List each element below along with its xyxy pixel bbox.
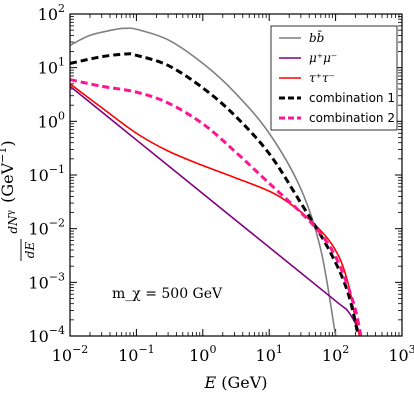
svg-text:dE: dE <box>23 242 37 259</box>
mass-annotation: m_χ = 500 GeV <box>112 286 223 302</box>
series-layer <box>70 27 363 336</box>
plot-frame <box>69 13 403 337</box>
legend-label: τ⁺τ⁻ <box>309 71 335 85</box>
y-tick-label: 10−2 <box>28 217 65 239</box>
series-line-5 <box>70 78 363 336</box>
y-tick-label: 101 <box>38 56 65 78</box>
series-line-4 <box>70 52 360 336</box>
svg-text:dNγ (GeV−1): dNγ (GeV−1) <box>0 140 20 233</box>
y-tick-label: 10−1 <box>28 163 65 185</box>
y-tick-labels: 10−4 10−3 10−2 10−1 100 101 102 <box>28 2 65 346</box>
x-tick-label: 103 <box>388 343 414 365</box>
legend-label: combination 2 <box>309 111 395 125</box>
legend-items: bb̄ μ⁺μ⁻ τ⁺τ⁻ combination 1 combination 2 <box>279 29 395 125</box>
series-line-3 <box>70 83 361 336</box>
legend-label: bb̄ <box>309 29 324 45</box>
x-tick-label: 10−2 <box>52 343 89 365</box>
x-tick-labels: 10−2 10−1 100 101 102 103 <box>52 343 414 365</box>
y-tick-label: 102 <box>38 2 65 24</box>
x-tick-label: 100 <box>189 343 216 365</box>
minor-ticks <box>70 14 402 336</box>
y-tick-label: 100 <box>38 109 65 131</box>
series-line-1 <box>70 27 337 336</box>
legend-label: μ⁺μ⁻ <box>309 51 337 65</box>
x-axis-label: E (GeV) <box>203 373 267 392</box>
x-tick-label: 101 <box>256 343 283 365</box>
y-tick-label: 10−4 <box>28 324 65 346</box>
legend-label: combination 1 <box>309 91 395 105</box>
y-axis-label: dNγ (GeV−1) dE <box>0 140 37 261</box>
y-tick-label: 10−3 <box>28 270 65 292</box>
x-tick-label: 10−1 <box>118 343 155 365</box>
x-tick-label: 102 <box>322 343 349 365</box>
legend: bb̄ μ⁺μ⁻ τ⁺τ⁻ combination 1 combination 2 <box>270 25 398 131</box>
